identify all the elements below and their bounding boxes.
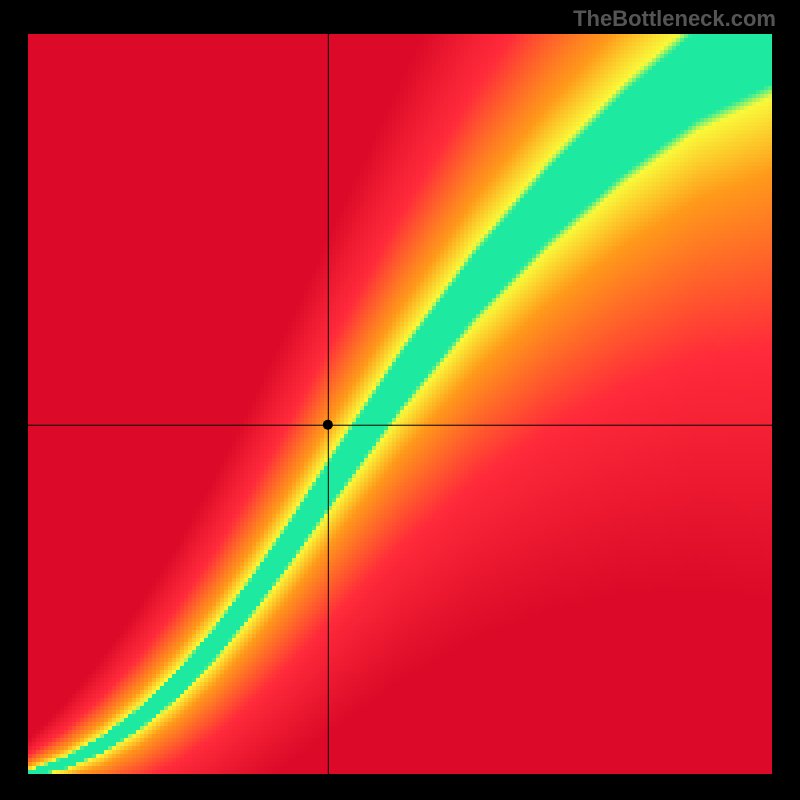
- heatmap-canvas: [28, 34, 772, 774]
- chart-container: TheBottleneck.com: [0, 0, 800, 800]
- watermark-text: TheBottleneck.com: [573, 6, 776, 32]
- plot-area: [28, 34, 772, 774]
